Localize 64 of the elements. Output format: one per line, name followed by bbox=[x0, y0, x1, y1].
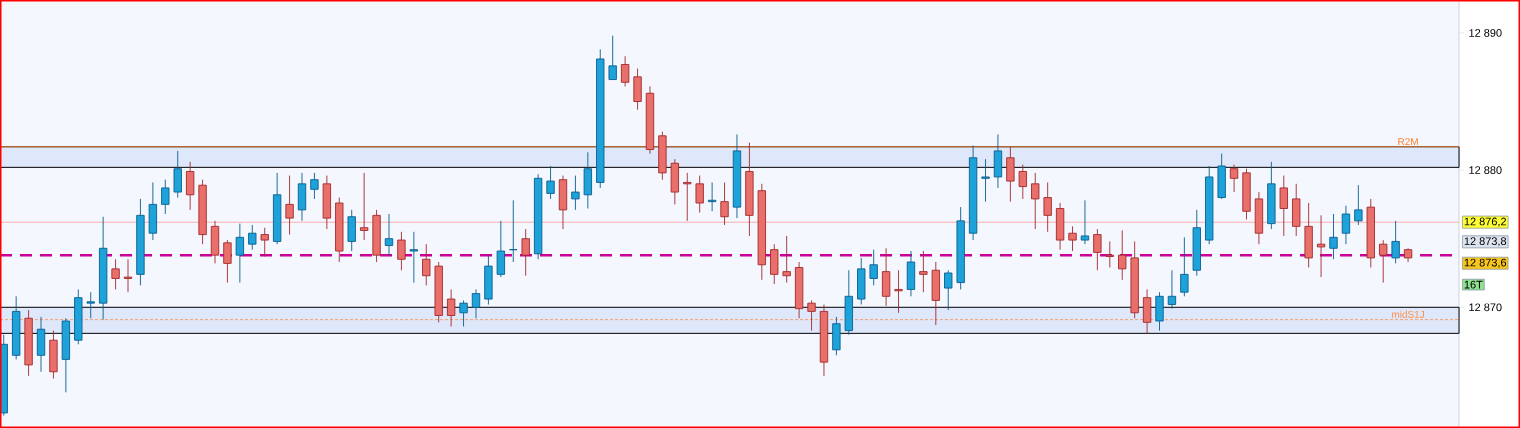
candlestick bbox=[384, 213, 394, 256]
candlestick bbox=[185, 161, 195, 211]
candlestick bbox=[471, 289, 481, 319]
candlestick bbox=[869, 249, 878, 286]
candlestick bbox=[894, 269, 903, 314]
y-tick-label: 12 870 bbox=[1469, 303, 1502, 312]
candlestick bbox=[1329, 213, 1338, 260]
candlestick bbox=[235, 223, 245, 284]
candlestick bbox=[1068, 225, 1077, 252]
ref-line-label: R2M bbox=[1398, 138, 1418, 146]
candlestick bbox=[608, 35, 617, 81]
candlestick bbox=[1105, 240, 1114, 268]
text: 16T bbox=[1464, 280, 1483, 289]
candlestick bbox=[1229, 164, 1239, 193]
candlestick bbox=[446, 289, 456, 327]
candlestick bbox=[546, 165, 555, 200]
candlestick bbox=[981, 158, 990, 203]
candlestick bbox=[1167, 269, 1177, 310]
candlestick bbox=[919, 250, 928, 293]
text: 12 873,8 bbox=[1464, 237, 1507, 247]
candlestick bbox=[123, 258, 133, 293]
candlestick bbox=[695, 175, 704, 214]
y-tick-label: 12 890 bbox=[1469, 29, 1502, 37]
candlestick bbox=[683, 172, 692, 222]
candlestick bbox=[459, 299, 468, 327]
candlestick bbox=[782, 235, 791, 284]
candlestick bbox=[248, 224, 257, 251]
candlestick bbox=[496, 220, 506, 278]
candlestick bbox=[1093, 228, 1102, 271]
candlestick bbox=[521, 228, 530, 277]
candlestick bbox=[1391, 220, 1400, 264]
candlestick bbox=[260, 227, 269, 257]
candlestick bbox=[422, 243, 431, 286]
candlestick bbox=[111, 258, 120, 290]
candlestick bbox=[1018, 164, 1027, 200]
candlestick bbox=[571, 175, 580, 211]
y-tick-label: 12 880 bbox=[1469, 166, 1502, 174]
candlestick bbox=[1006, 146, 1015, 203]
candlestick bbox=[173, 150, 182, 198]
candlestick bbox=[1031, 172, 1040, 230]
candlestick bbox=[359, 172, 369, 241]
candlestick bbox=[1043, 182, 1052, 233]
candlestick bbox=[1080, 199, 1090, 245]
candlestick bbox=[285, 175, 294, 236]
candlestick bbox=[1118, 230, 1127, 281]
candlestick bbox=[161, 179, 170, 215]
candlestick bbox=[1316, 214, 1326, 278]
candlestick bbox=[397, 231, 406, 271]
candlestick bbox=[1180, 236, 1189, 297]
candlestick bbox=[86, 291, 95, 319]
text: 12 876,2 bbox=[1464, 217, 1507, 227]
candlestick bbox=[720, 182, 729, 226]
candlestick bbox=[1341, 205, 1351, 245]
ref-line-label: midS1J bbox=[1392, 310, 1424, 318]
candlestick bbox=[409, 231, 419, 284]
text: 12 873,6 bbox=[1464, 258, 1507, 268]
candlestick bbox=[310, 172, 319, 200]
candlestick bbox=[620, 55, 630, 87]
candlestick bbox=[807, 299, 816, 332]
candlestick bbox=[944, 269, 953, 311]
candlestick bbox=[223, 239, 232, 284]
candlestick bbox=[1379, 239, 1388, 284]
candlestick bbox=[1354, 184, 1363, 226]
candlestick bbox=[1279, 175, 1288, 237]
